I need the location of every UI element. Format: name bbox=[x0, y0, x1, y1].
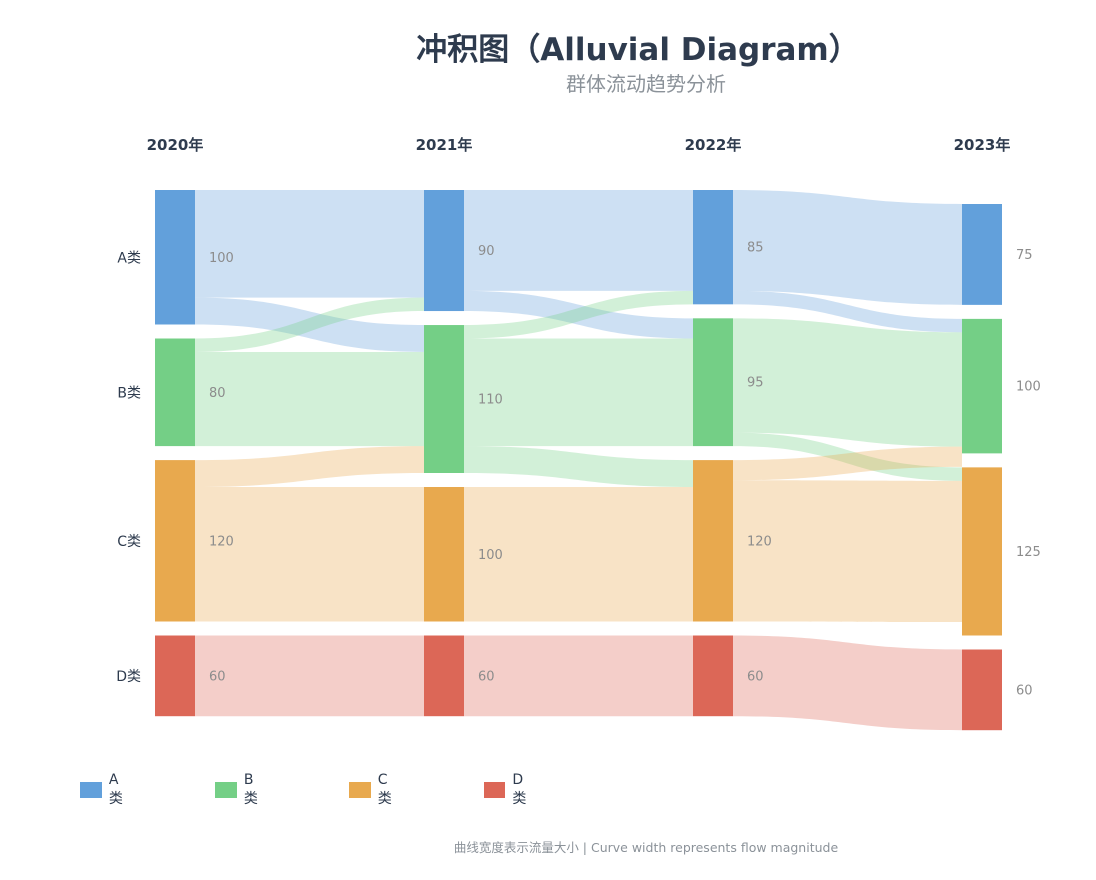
value-label: 75 bbox=[1016, 248, 1033, 263]
value-label: 60 bbox=[747, 669, 764, 684]
chart-title: 冲积图（Alluvial Diagram） bbox=[416, 32, 860, 68]
category-label: A类 bbox=[117, 250, 141, 266]
node-d bbox=[693, 635, 733, 717]
legend-item-b: B类 bbox=[215, 772, 263, 807]
flow-b-to-c bbox=[464, 446, 693, 487]
value-label: 60 bbox=[1016, 683, 1033, 698]
node-c bbox=[155, 460, 195, 622]
flow-c-to-b bbox=[733, 446, 962, 481]
value-label: 85 bbox=[747, 241, 764, 256]
legend-swatch bbox=[349, 782, 371, 798]
value-label: 120 bbox=[747, 534, 772, 549]
stage-label: 2023年 bbox=[954, 136, 1011, 154]
flow-c-to-b bbox=[195, 446, 424, 487]
value-label: 110 bbox=[478, 393, 503, 408]
flow-b-to-a bbox=[195, 297, 424, 352]
legend-label: A类 bbox=[108, 772, 123, 807]
value-label: 120 bbox=[209, 534, 234, 549]
stage-label: 2021年 bbox=[416, 136, 473, 154]
flow-b-to-b bbox=[733, 318, 962, 447]
legend-item-d: D类 bbox=[484, 772, 532, 807]
node-c bbox=[424, 487, 464, 622]
footnote: 曲线宽度表示流量大小 | Curve width represents flow… bbox=[453, 840, 839, 855]
legend-swatch bbox=[215, 782, 237, 798]
flow-d-to-d bbox=[464, 635, 693, 717]
value-label: 90 bbox=[478, 244, 495, 259]
value-label: 60 bbox=[478, 669, 495, 684]
node-b bbox=[962, 318, 1002, 454]
nodes-layer bbox=[155, 190, 1002, 731]
flow-d-to-d bbox=[195, 635, 424, 717]
node-d bbox=[424, 635, 464, 717]
flow-b-to-a bbox=[464, 290, 693, 339]
node-a bbox=[693, 190, 733, 305]
node-c bbox=[693, 460, 733, 622]
flow-a-to-a bbox=[195, 190, 424, 298]
flow-b-to-b bbox=[464, 338, 693, 447]
node-a bbox=[155, 190, 195, 325]
value-label: 60 bbox=[209, 669, 226, 684]
flow-b-to-c bbox=[733, 432, 962, 481]
chart-subtitle: 群体流动趋势分析 bbox=[566, 72, 726, 96]
value-label: 100 bbox=[478, 548, 503, 563]
legend-label: C类 bbox=[377, 772, 392, 807]
flows-layer bbox=[195, 190, 962, 731]
node-c bbox=[962, 467, 1002, 636]
category-label: D类 bbox=[116, 669, 141, 685]
node-b bbox=[424, 325, 464, 473]
value-label: 100 bbox=[209, 251, 234, 266]
legend-swatch bbox=[80, 782, 102, 798]
node-d bbox=[962, 649, 1002, 731]
legend-item-a: A类 bbox=[80, 772, 128, 807]
legend-item-c: C类 bbox=[349, 772, 397, 807]
flow-a-to-a bbox=[464, 190, 693, 291]
node-a bbox=[424, 190, 464, 312]
legend-swatch bbox=[484, 782, 506, 798]
value-label: 100 bbox=[1016, 380, 1041, 395]
flow-c-to-c bbox=[464, 487, 693, 622]
flow-c-to-c bbox=[195, 487, 424, 622]
category-label: B类 bbox=[117, 385, 141, 401]
stage-label: 2022年 bbox=[685, 136, 742, 154]
flow-a-to-a bbox=[733, 190, 962, 305]
flow-a-to-b bbox=[464, 290, 693, 339]
stage-label: 2020年 bbox=[147, 136, 204, 154]
node-b bbox=[693, 318, 733, 447]
legend-label: D类 bbox=[512, 772, 527, 807]
value-label: 95 bbox=[747, 376, 764, 391]
value-label: 125 bbox=[1016, 545, 1041, 560]
flow-b-to-b bbox=[195, 351, 424, 447]
node-d bbox=[155, 635, 195, 717]
category-label: C类 bbox=[117, 534, 141, 550]
value-label: 80 bbox=[209, 386, 226, 401]
flow-a-to-b bbox=[195, 297, 424, 352]
flow-c-to-c bbox=[733, 480, 962, 623]
node-a bbox=[962, 204, 1002, 305]
legend-label: B类 bbox=[243, 772, 258, 807]
node-b bbox=[155, 338, 195, 447]
labels-layer: 2020年 2021年 2022年 2023年 100 80 120 60 90 110 100 60… bbox=[116, 136, 1041, 698]
flow-d-to-d bbox=[733, 635, 962, 731]
flow-a-to-b bbox=[733, 290, 962, 333]
